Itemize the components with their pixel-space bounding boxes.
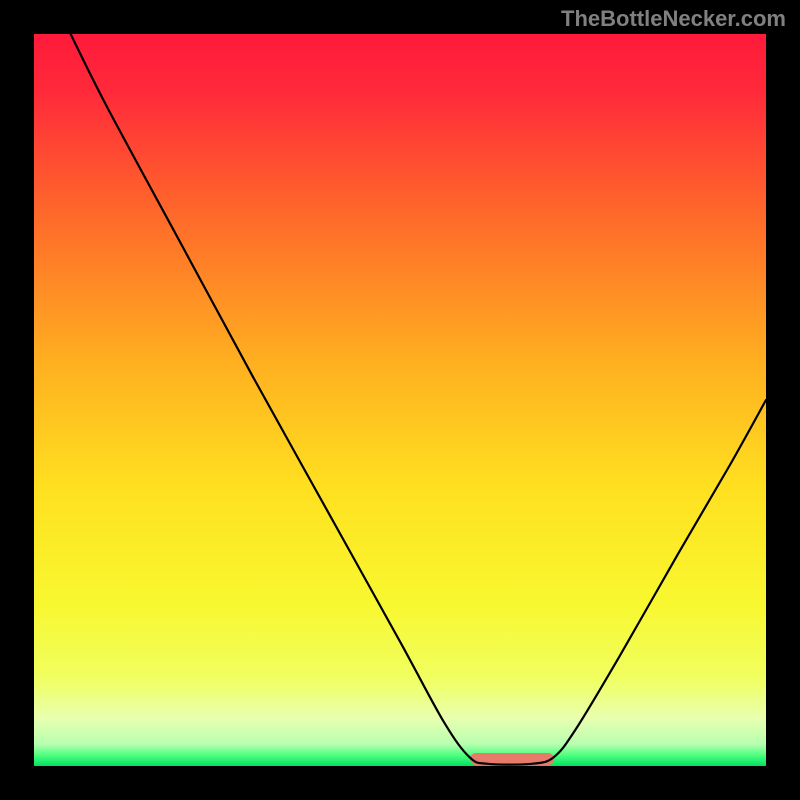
watermark-text: TheBottleNecker.com xyxy=(561,6,786,32)
bottleneck-curve xyxy=(34,34,766,766)
plot-area xyxy=(34,34,766,766)
chart-container: TheBottleNecker.com xyxy=(0,0,800,800)
